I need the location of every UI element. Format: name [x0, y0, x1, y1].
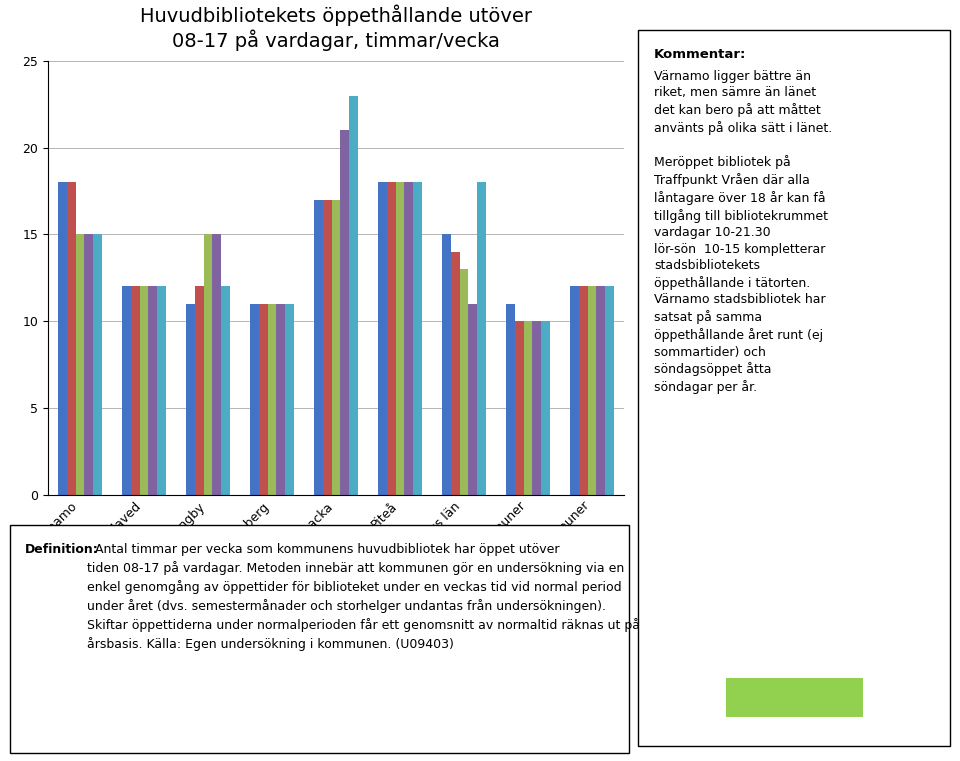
Bar: [204, 234, 212, 495]
Bar: [726, 678, 863, 717]
FancyBboxPatch shape: [10, 525, 629, 753]
Bar: [588, 286, 596, 495]
Text: Kommentar:: Kommentar:: [654, 49, 746, 62]
Legend: 2009, 2010, 2011, 2012, 2013: 2009, 2010, 2011, 2012, 2013: [645, 374, 721, 489]
Bar: [323, 199, 331, 495]
Bar: [84, 234, 93, 495]
Bar: [387, 183, 396, 495]
Bar: [450, 252, 460, 495]
Bar: [139, 286, 149, 495]
Text: Värnamo ligger bättre än
riket, men sämre än länet
det kan bero på att måttet
an: Värnamo ligger bättre än riket, men sämr…: [654, 70, 832, 394]
Bar: [268, 304, 276, 495]
Bar: [331, 199, 341, 495]
Bar: [76, 234, 84, 495]
Text: Antal timmar per vecka som kommunens huvudbibliotek har öppet utöver
tiden 08-17: Antal timmar per vecka som kommunens huv…: [87, 543, 640, 651]
Bar: [533, 321, 541, 495]
Bar: [276, 304, 285, 495]
Title: Huvudbibliotekets öppethållande utöver
08-17 på vardagar, timmar/vecka: Huvudbibliotekets öppethållande utöver 0…: [140, 5, 532, 51]
Bar: [258, 304, 268, 495]
Bar: [468, 304, 477, 495]
Bar: [66, 183, 76, 495]
Bar: [341, 130, 349, 495]
Bar: [314, 199, 323, 495]
Bar: [541, 321, 550, 495]
Bar: [285, 304, 295, 495]
Bar: [185, 304, 195, 495]
Bar: [93, 234, 103, 495]
Bar: [58, 183, 66, 495]
Bar: [250, 304, 258, 495]
Bar: [579, 286, 588, 495]
Bar: [157, 286, 166, 495]
Bar: [122, 286, 131, 495]
Bar: [222, 286, 230, 495]
Bar: [515, 321, 523, 495]
Bar: [506, 304, 515, 495]
Bar: [195, 286, 204, 495]
Bar: [377, 183, 387, 495]
Bar: [404, 183, 414, 495]
Text: Definition:: Definition:: [25, 543, 99, 556]
Bar: [442, 234, 450, 495]
FancyBboxPatch shape: [638, 30, 950, 746]
Bar: [414, 183, 422, 495]
Bar: [596, 286, 606, 495]
Bar: [212, 234, 222, 495]
Bar: [131, 286, 139, 495]
Bar: [523, 321, 533, 495]
Bar: [460, 269, 468, 495]
Bar: [477, 183, 487, 495]
Bar: [349, 96, 358, 495]
Bar: [149, 286, 157, 495]
Bar: [606, 286, 614, 495]
Bar: [396, 183, 404, 495]
Bar: [569, 286, 579, 495]
